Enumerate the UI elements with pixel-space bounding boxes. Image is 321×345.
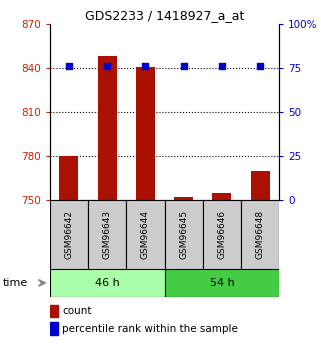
Point	[143, 63, 148, 69]
Text: percentile rank within the sample: percentile rank within the sample	[62, 324, 238, 334]
Point	[181, 63, 186, 69]
Bar	[164, 269, 279, 297]
Text: 46 h: 46 h	[95, 278, 119, 288]
Text: 54 h: 54 h	[210, 278, 234, 288]
Point	[105, 63, 110, 69]
Bar	[174, 197, 193, 200]
Bar	[126, 200, 164, 269]
Bar	[50, 323, 58, 335]
Bar	[50, 269, 164, 297]
Text: GSM96648: GSM96648	[256, 210, 265, 259]
Text: time: time	[3, 278, 29, 288]
Bar	[212, 193, 231, 200]
Bar	[50, 305, 58, 317]
Bar	[251, 171, 270, 200]
Text: GSM96646: GSM96646	[217, 210, 226, 259]
Bar	[136, 67, 155, 200]
Bar	[241, 200, 279, 269]
Bar	[164, 200, 203, 269]
Text: GSM96643: GSM96643	[103, 210, 112, 259]
Text: GSM96645: GSM96645	[179, 210, 188, 259]
Text: count: count	[62, 306, 92, 316]
Point	[66, 63, 72, 69]
Point	[257, 63, 263, 69]
Bar	[88, 200, 126, 269]
Title: GDS2233 / 1418927_a_at: GDS2233 / 1418927_a_at	[85, 9, 244, 22]
Bar	[59, 156, 78, 200]
Point	[219, 63, 224, 69]
Text: GSM96642: GSM96642	[65, 210, 74, 259]
Text: GSM96644: GSM96644	[141, 210, 150, 259]
Bar	[50, 200, 88, 269]
Bar	[203, 200, 241, 269]
Bar	[98, 57, 117, 200]
